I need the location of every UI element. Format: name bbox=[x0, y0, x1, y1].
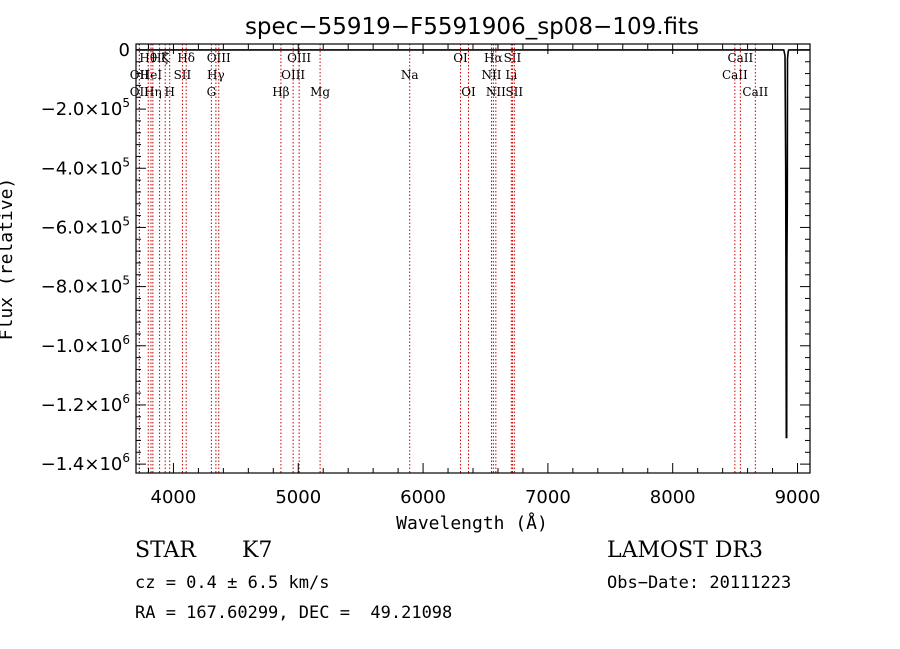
x-tick-label: 7000 bbox=[525, 487, 571, 508]
y-tick-label: −8.0×105 bbox=[41, 274, 130, 298]
spectral-line-label: Hζ bbox=[151, 51, 168, 65]
y-tick-exponent: 5 bbox=[122, 155, 130, 169]
y-tick-exponent: 5 bbox=[122, 274, 130, 288]
spectral-line-label: OIII bbox=[207, 51, 231, 65]
spectral-line-label: SII bbox=[504, 51, 522, 65]
y-tick-exponent: 6 bbox=[122, 451, 130, 465]
spectrum-series bbox=[136, 49, 810, 439]
spectrum-line bbox=[136, 49, 810, 439]
spectral-line-label: CaII bbox=[722, 68, 748, 82]
x-tick-label: 9000 bbox=[775, 487, 821, 508]
spectral-line-label: NII bbox=[481, 68, 501, 82]
spectral-line-label: SII bbox=[174, 68, 192, 82]
spectral-line-markers: OIIOIIHθHeIHηHζKHSIIHδGHγOIIIHβOIIIOIIIM… bbox=[130, 44, 768, 473]
y-tick-mantissa: −1.2×10 bbox=[41, 395, 123, 416]
x-tick-label: 6000 bbox=[400, 487, 446, 508]
y-tick-mantissa: −1.0×10 bbox=[41, 336, 123, 357]
spectral-line-label: OIII bbox=[281, 68, 305, 82]
axes: 4000 5000 6000 7000 8000 90000−2.0×105−4.0×10… bbox=[41, 40, 821, 508]
spectral-line-label: Hη bbox=[144, 85, 162, 99]
spectral-line-label: Hγ bbox=[207, 68, 225, 82]
y-tick-mantissa: −1.4×10 bbox=[41, 454, 123, 475]
spectral-line-label: Na bbox=[401, 68, 419, 82]
y-tick-label: −1.4×106 bbox=[41, 451, 130, 475]
object-subclass: K7 bbox=[242, 538, 273, 563]
spectral-line-label: Hβ bbox=[272, 85, 289, 99]
spectral-line-label: G bbox=[207, 85, 217, 99]
spectral-line-label: Hα bbox=[484, 51, 503, 65]
spectral-line-label: K bbox=[161, 51, 171, 65]
y-tick-label: −4.0×105 bbox=[41, 155, 130, 179]
spectral-line-label: OI bbox=[461, 85, 476, 99]
y-tick-label: −6.0×105 bbox=[41, 214, 130, 238]
spectral-line-label: Hδ bbox=[177, 51, 195, 65]
plot-frame bbox=[135, 43, 811, 474]
spectral-line-label: HeI bbox=[140, 68, 163, 82]
y-tick-label: −2.0×105 bbox=[41, 96, 130, 120]
x-tick-label: 5000 bbox=[275, 487, 321, 508]
spectral-line-label: NII bbox=[486, 85, 506, 99]
y-tick-label: 0 bbox=[119, 40, 130, 61]
y-tick-label: −1.0×106 bbox=[41, 333, 130, 357]
spectral-line-label: OI bbox=[453, 51, 468, 65]
spectral-line-label: OII bbox=[130, 85, 150, 99]
y-tick-mantissa: −6.0×10 bbox=[41, 217, 123, 238]
y-tick-label: −1.2×106 bbox=[41, 392, 130, 416]
survey-name: LAMOST DR3 bbox=[607, 538, 763, 563]
x-tick-label: 8000 bbox=[650, 487, 696, 508]
spectral-line-label: OIII bbox=[287, 51, 311, 65]
observation-date: Obs−Date: 20111223 bbox=[607, 573, 792, 593]
spectral-line-label: Li bbox=[505, 68, 517, 82]
spectral-line-label: Mg bbox=[310, 85, 330, 99]
y-tick-exponent: 6 bbox=[122, 392, 130, 406]
spectral-line-label: CaII bbox=[727, 51, 753, 65]
y-tick-mantissa: −2.0×10 bbox=[41, 99, 123, 120]
spectral-line-label: SII bbox=[505, 85, 523, 99]
spectral-line-label: OII bbox=[130, 68, 150, 82]
y-tick-mantissa: −4.0×10 bbox=[41, 158, 123, 179]
x-tick-label: 4000 bbox=[151, 487, 197, 508]
object-class: STAR bbox=[135, 538, 196, 563]
spectral-line-label: H bbox=[164, 85, 174, 99]
y-tick-exponent: 5 bbox=[122, 96, 130, 110]
y-tick-exponent: 5 bbox=[122, 214, 130, 228]
y-tick-exponent: 6 bbox=[122, 333, 130, 347]
spectral-line-label: CaII bbox=[742, 85, 768, 99]
chart-title: spec−55919−F5591906_sp08−109.fits bbox=[245, 14, 699, 40]
x-axis-label: Wavelength (Å) bbox=[396, 512, 548, 534]
coordinates: RA = 167.60299, DEC = 49.21098 bbox=[135, 603, 453, 623]
y-tick-mantissa: −8.0×10 bbox=[41, 277, 123, 298]
y-axis-label: Flux (relative) bbox=[0, 178, 17, 341]
redshift-velocity: cz = 0.4 ± 6.5 km/s bbox=[135, 573, 330, 593]
